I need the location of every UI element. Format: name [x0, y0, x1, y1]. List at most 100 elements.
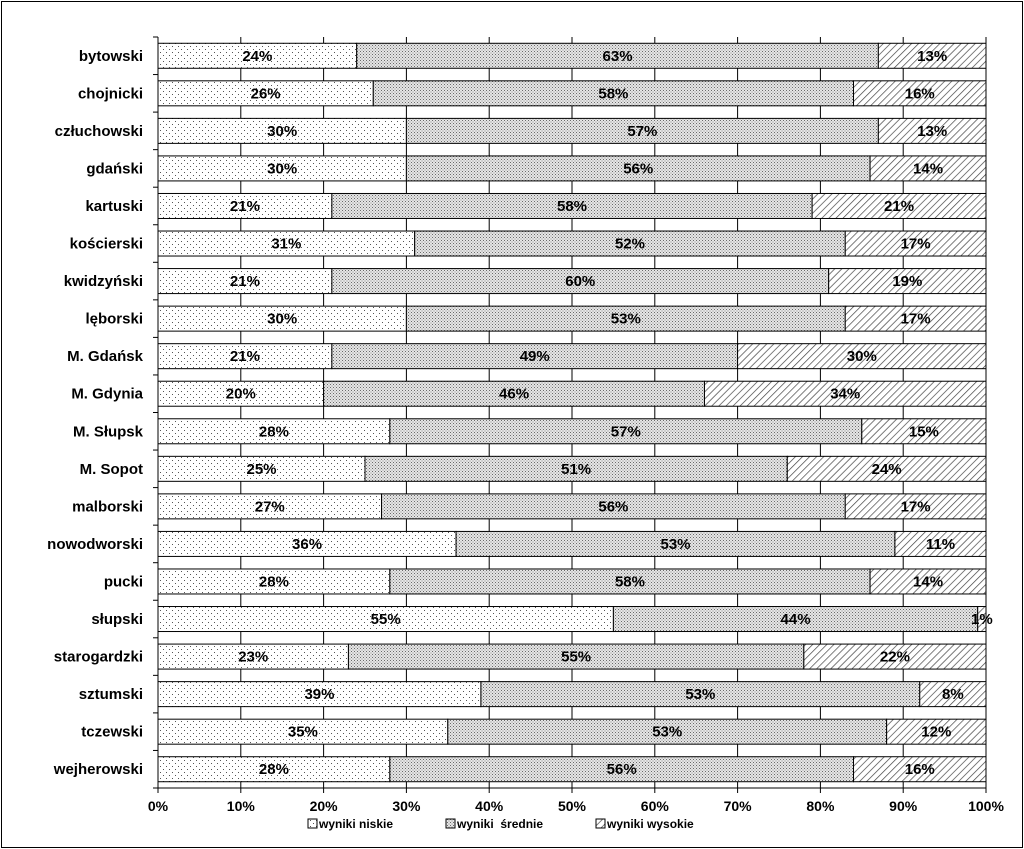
- category-label: sztumski: [79, 686, 143, 703]
- bar-segment: [828, 268, 987, 295]
- bar-segment: [157, 681, 482, 708]
- bar-segment: [480, 681, 921, 708]
- data-label: 44%: [781, 611, 811, 628]
- data-label: 35%: [288, 724, 318, 741]
- bar-segment: [869, 155, 987, 182]
- legend-label: wyniki niskie: [318, 817, 393, 831]
- bar-segment: [844, 305, 987, 332]
- category-label: tczewski: [81, 724, 143, 741]
- legend-label: wyniki wysokie: [606, 817, 694, 831]
- category-label: gdański: [86, 160, 143, 177]
- bar-segment: [157, 380, 325, 407]
- data-label: 24%: [242, 48, 272, 65]
- data-label: 24%: [872, 461, 902, 478]
- data-label: 52%: [615, 236, 645, 253]
- bar-segment: [331, 343, 739, 370]
- data-label: 53%: [685, 686, 715, 703]
- data-label: 30%: [847, 348, 877, 365]
- bar-segment: [372, 80, 855, 107]
- bar-segment: [853, 80, 987, 107]
- legend-label: wyniki średnie: [456, 817, 543, 831]
- bar-segment: [612, 606, 979, 633]
- bar-segment: [977, 606, 987, 633]
- data-label: 53%: [660, 536, 690, 553]
- data-label: 55%: [371, 611, 401, 628]
- data-label: 56%: [598, 498, 628, 515]
- x-tick-label: 0%: [148, 798, 169, 814]
- bars: [157, 42, 987, 783]
- category-label: bytowski: [79, 48, 143, 65]
- category-label: pucki: [104, 573, 143, 590]
- data-label: 53%: [652, 724, 682, 741]
- legend-swatch: [307, 818, 318, 829]
- data-label: 58%: [557, 198, 587, 215]
- bar-segment: [157, 268, 333, 295]
- data-label: 15%: [909, 423, 939, 440]
- axes: 0% 10% 20% 30% 40% 50% 60% 70% 80% 90% 100% bytowsk…: [47, 36, 1004, 814]
- bar-segment: [861, 418, 987, 445]
- bar-segment: [157, 493, 383, 520]
- bar-segment: [405, 117, 879, 144]
- data-label: 21%: [230, 273, 260, 290]
- data-label: 16%: [905, 85, 935, 102]
- x-tick-label: 50%: [558, 798, 587, 814]
- bar-segment: [877, 117, 987, 144]
- bar-segment: [389, 756, 855, 783]
- data-label: 56%: [607, 761, 637, 778]
- data-label: 1%: [971, 611, 993, 628]
- data-label: 27%: [255, 498, 285, 515]
- data-label: 53%: [611, 311, 641, 328]
- category-label: człuchowski: [55, 123, 143, 140]
- data-label: 30%: [267, 160, 297, 177]
- data-label: 16%: [905, 761, 935, 778]
- category-label: M. Gdańsk: [67, 348, 144, 365]
- data-label: 36%: [292, 536, 322, 553]
- bar-segment: [414, 230, 846, 257]
- data-label: 39%: [304, 686, 334, 703]
- x-tick-label: 70%: [724, 798, 753, 814]
- data-label: 23%: [238, 649, 268, 666]
- bar-segment: [853, 756, 987, 783]
- data-label: 14%: [913, 160, 943, 177]
- gridlines: [157, 37, 987, 788]
- bar-segment: [405, 305, 846, 332]
- data-label: 31%: [271, 236, 301, 253]
- category-label: kartuski: [85, 198, 143, 215]
- bar-segment: [157, 643, 349, 670]
- data-label: 28%: [259, 761, 289, 778]
- data-label: 21%: [884, 198, 914, 215]
- data-label: 57%: [611, 423, 641, 440]
- data-label: 21%: [230, 348, 260, 365]
- category-label: wejherowski: [53, 761, 143, 778]
- data-label: 17%: [901, 236, 931, 253]
- x-tick-label: 10%: [227, 798, 256, 814]
- bar-segment: [157, 80, 374, 107]
- bar-segment: [844, 493, 987, 520]
- bar-segment: [331, 268, 830, 295]
- category-label: M. Gdynia: [71, 386, 143, 403]
- x-tick-label: 80%: [806, 798, 835, 814]
- data-label: 34%: [830, 386, 860, 403]
- bar-segment: [877, 42, 987, 69]
- bar-segment: [886, 718, 987, 745]
- category-label: M. Słupsk: [73, 423, 144, 440]
- category-label: słupski: [91, 611, 143, 628]
- data-label: 26%: [251, 85, 281, 102]
- legend: wyniki niskie wyniki średnie wyniki wysoki…: [307, 817, 694, 831]
- data-label: 14%: [913, 573, 943, 590]
- bar-segment: [447, 718, 888, 745]
- bar-segment: [844, 230, 987, 257]
- bar-segment: [869, 568, 987, 595]
- data-label: 28%: [259, 423, 289, 440]
- category-label: starogardzki: [54, 649, 143, 666]
- bar-segment: [737, 343, 987, 370]
- data-label: 30%: [267, 311, 297, 328]
- x-tick-label: 60%: [641, 798, 670, 814]
- bar-segment: [811, 192, 987, 219]
- data-label: 21%: [230, 198, 260, 215]
- legend-swatch: [445, 818, 456, 829]
- bar-segment: [323, 380, 705, 407]
- x-tick-label: 20%: [310, 798, 339, 814]
- bar-segment: [157, 568, 391, 595]
